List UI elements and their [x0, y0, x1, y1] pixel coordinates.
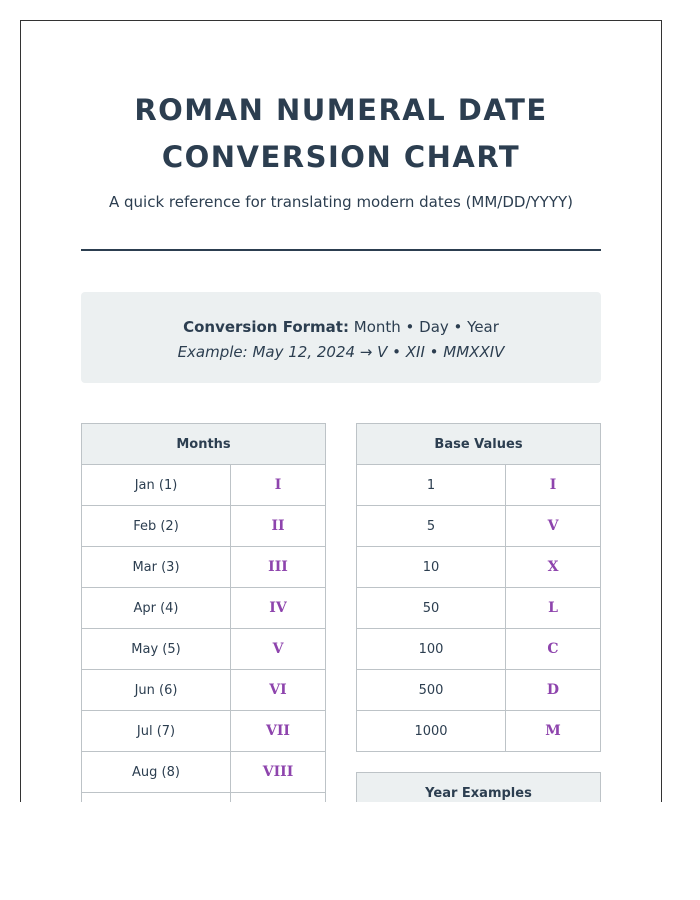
- value-cell: 100: [356, 628, 506, 670]
- value-cell: Jun (6): [81, 669, 231, 711]
- value-cell: 1000: [356, 710, 506, 752]
- numeral-cell: VII: [230, 710, 326, 752]
- table-row: 500 D: [356, 669, 601, 711]
- table-row: 10 X: [356, 546, 601, 588]
- value-cell: 10: [356, 546, 506, 588]
- year-examples-table: Year Examples: [356, 772, 601, 802]
- format-label: Conversion Format:: [183, 318, 349, 336]
- value-cell: 500: [356, 669, 506, 711]
- numeral-cell: D: [505, 669, 601, 711]
- divider: [81, 249, 601, 251]
- table-row: Jan (1) I: [81, 464, 326, 506]
- chart-page: ROMAN NUMERAL DATE CONVERSION CHART A qu…: [20, 20, 662, 802]
- numeral-cell: VI: [230, 669, 326, 711]
- numeral-cell: I: [505, 464, 601, 506]
- numeral-cell: M: [505, 710, 601, 752]
- table-row: Apr (4) IV: [81, 587, 326, 629]
- table-row: 100 C: [356, 628, 601, 670]
- numeral-cell: V: [505, 505, 601, 547]
- numeral-cell: X: [505, 546, 601, 588]
- value-cell: 5: [356, 505, 506, 547]
- table-row: Jul (7) VII: [81, 710, 326, 752]
- value-cell: Jul (7): [81, 710, 231, 752]
- numeral-cell: III: [230, 546, 326, 588]
- table-row: 50 L: [356, 587, 601, 629]
- value-cell: [81, 792, 231, 802]
- format-box: Conversion Format: Month • Day • Year Ex…: [81, 292, 601, 383]
- table-row: 1000 M: [356, 710, 601, 752]
- value-cell: Jan (1): [81, 464, 231, 506]
- numeral-cell: V: [230, 628, 326, 670]
- months-table: Months Jan (1) I Feb (2) II Mar (3) III Apr (4)…: [81, 423, 326, 802]
- numeral-cell: II: [230, 505, 326, 547]
- value-cell: Mar (3): [81, 546, 231, 588]
- value-cell: Feb (2): [81, 505, 231, 547]
- table-row: [81, 792, 326, 802]
- base-values-table: Base Values 1 I 5 V 10 X 50 L 100 C 500 D 1000 M: [356, 423, 601, 752]
- format-value: Month • Day • Year: [353, 318, 499, 336]
- table-row: Jun (6) VI: [81, 669, 326, 711]
- months-header: Months: [81, 423, 326, 465]
- numeral-cell: C: [505, 628, 601, 670]
- numeral-cell: I: [230, 464, 326, 506]
- value-cell: Aug (8): [81, 751, 231, 793]
- table-row: Mar (3) III: [81, 546, 326, 588]
- value-cell: Apr (4): [81, 587, 231, 629]
- numeral-cell: IV: [230, 587, 326, 629]
- format-example: Example: May 12, 2024 → V • XII • MMXXIV: [177, 343, 505, 361]
- numeral-cell: L: [505, 587, 601, 629]
- table-row: May (5) V: [81, 628, 326, 670]
- value-cell: May (5): [81, 628, 231, 670]
- table-row: Feb (2) II: [81, 505, 326, 547]
- value-cell: 1: [356, 464, 506, 506]
- numeral-cell: [230, 792, 326, 802]
- numeral-cell: VIII: [230, 751, 326, 793]
- value-cell: 50: [356, 587, 506, 629]
- subtitle: A quick reference for translating modern…: [108, 193, 574, 211]
- base-header: Base Values: [356, 423, 601, 465]
- years-header: Year Examples: [356, 772, 601, 802]
- table-row: Aug (8) VIII: [81, 751, 326, 793]
- page-title: ROMAN NUMERAL DATE CONVERSION CHART: [134, 93, 548, 174]
